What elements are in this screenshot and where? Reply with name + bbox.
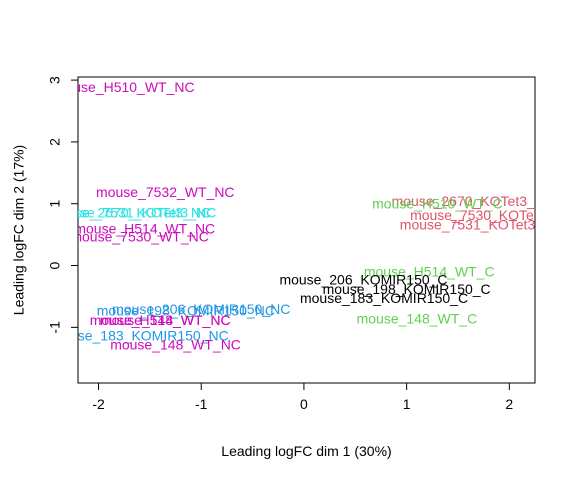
x-tick-label: 1 [403,396,411,412]
point-label: mouse_2670_KOTet3_NC [48,204,211,220]
point-label: mouse_148_WT_C [357,311,478,327]
point-label: mouse_H514_WT_NC [74,220,215,236]
x-tick-label: 0 [300,396,308,412]
x-axis-title: Leading logFC dim 1 (30%) [221,443,391,459]
point-label: mouse_2670_KOTet3_C [392,193,545,209]
x-axis: -2 -1 0 1 2 [92,382,513,412]
point-label: mouse_7530_KOTet3_C [410,207,563,223]
point-label: mouse_206_KOMIR150_C [279,272,447,288]
point-label: mouse_7532_WT_NC [96,184,235,200]
point-label: mouse_7531_KOTet3_NC [53,204,216,220]
point-labels: mouse_H510_WT_NC mouse_7532_WT_NC mouse_75… [48,79,563,353]
x-tick-label: -1 [195,396,208,412]
point-label: mouse_H514_WT_NC [90,312,231,328]
point-label: mouse_183_KOMIR150_NC [51,327,229,343]
point-label: mouse_198_KOMIR150_C [323,281,491,297]
point-label: mouse_148_WT_NC [100,312,231,328]
point-label: mouse_7531_KOTet3_C [400,217,553,233]
x-tick-label: -2 [92,396,105,412]
point-label: mouse_H514_WT_C [364,264,495,280]
point-label: mouse_H510_WT_NC [54,79,195,95]
x-tick-label: 2 [505,396,513,412]
y-tick-label: 3 [47,76,63,84]
point-label: mouse_7530_WT_NC [70,228,209,244]
y-axis-title: Leading logFC dim 2 (17%) [11,145,27,315]
y-tick-label: -1 [47,321,63,334]
point-label: mouse_206_KOMIR150_NC [112,301,290,317]
point-label: mouse_148_WT_NC [110,337,241,353]
point-label: mouse_183_KOMIR150_C [300,290,468,306]
point-label: mouse_H510_WT_C [372,196,503,212]
y-tick-label: 0 [47,261,63,269]
point-label: mouse_198_KOMIR150_NC [97,303,275,319]
y-axis: -1 0 1 2 3 [47,76,79,334]
y-tick-label: 1 [47,200,63,208]
y-tick-label: 2 [47,138,63,146]
